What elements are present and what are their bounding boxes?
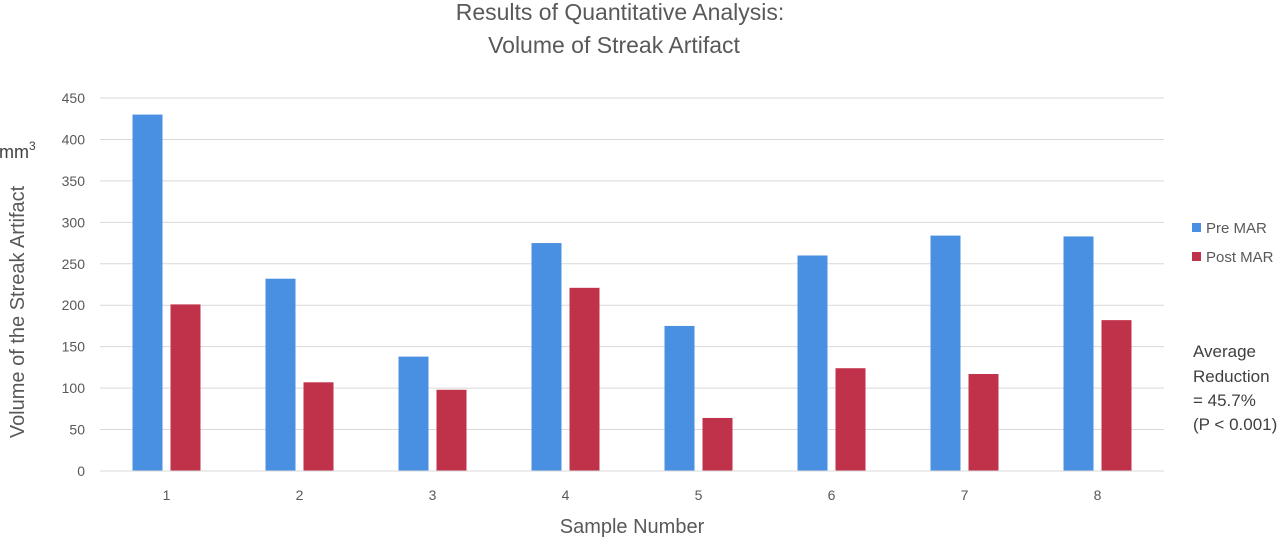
bar-pre-mar-2 <box>265 278 296 471</box>
bar-post-mar-7 <box>968 374 999 471</box>
x-tick-label: 6 <box>828 487 836 503</box>
y-tick-label: 0 <box>77 463 85 479</box>
bar-pre-mar-4 <box>531 243 562 471</box>
bar-post-mar-4 <box>569 287 600 471</box>
x-tick-label: 2 <box>296 487 304 503</box>
y-tick-label: 450 <box>62 90 86 106</box>
bar-pre-mar-1 <box>132 114 163 472</box>
y-tick-label: 50 <box>69 422 85 438</box>
x-tick-label: 1 <box>163 487 171 503</box>
y-tick-label: 150 <box>62 339 86 355</box>
chart-title-line-2: Volume of Streak Artifact <box>488 32 740 58</box>
bar-pre-mar-7 <box>930 235 961 471</box>
x-tick-label: 5 <box>695 487 703 503</box>
x-tick-label: 4 <box>562 487 570 503</box>
bar-pre-mar-5 <box>664 325 695 471</box>
annotation-line-1: Average <box>1193 342 1256 361</box>
chart-title: Results of Quantitative Analysis: Volume… <box>456 0 785 58</box>
y-axis-title: Volume of the Streak Artifact <box>7 185 29 438</box>
y-tick-label: 100 <box>62 380 86 396</box>
bar-pre-mar-8 <box>1063 236 1094 471</box>
legend-swatch <box>1192 252 1201 261</box>
unit-label: mm3 <box>0 139 36 162</box>
unit-label-base: mm <box>0 142 29 162</box>
x-tick-label: 7 <box>961 487 969 503</box>
bar-post-mar-2 <box>303 382 334 471</box>
y-tick-label: 200 <box>62 297 86 313</box>
legend-swatch <box>1192 223 1201 232</box>
x-tick-label: 8 <box>1094 487 1102 503</box>
annotation-line-4: (P < 0.001) <box>1193 415 1277 434</box>
legend-label: Post MAR <box>1206 249 1274 266</box>
y-tick-label: 250 <box>62 256 86 272</box>
y-axis-ticks: 0 50 100 150 200 250 300 350 400 450 <box>62 90 86 479</box>
legend: Pre MAR Post MAR <box>1192 220 1274 266</box>
annotation-line-2: Reduction <box>1193 367 1270 386</box>
bars <box>132 114 1132 472</box>
bar-post-mar-5 <box>702 417 733 471</box>
bar-post-mar-1 <box>170 304 201 471</box>
y-tick-label: 400 <box>62 131 86 147</box>
x-axis-title: Sample Number <box>560 516 705 538</box>
bar-post-mar-8 <box>1101 320 1132 471</box>
unit-label-superscript: 3 <box>29 139 36 153</box>
annotation-line-3: = 45.7% <box>1193 391 1256 410</box>
bar-pre-mar-3 <box>398 356 429 471</box>
gridlines <box>100 97 1164 431</box>
bar-pre-mar-6 <box>797 255 828 471</box>
reduction-annotation: Average Reduction = 45.7% (P < 0.001) <box>1193 342 1277 434</box>
x-axis-ticks: 1 2 3 4 5 6 7 8 <box>163 487 1102 503</box>
bar-post-mar-3 <box>436 389 467 471</box>
bar-post-mar-6 <box>835 368 866 471</box>
x-tick-label: 3 <box>429 487 437 503</box>
y-tick-label: 300 <box>62 214 86 230</box>
legend-label: Pre MAR <box>1206 220 1267 237</box>
y-tick-label: 350 <box>62 173 86 189</box>
chart-title-line-1: Results of Quantitative Analysis: <box>456 0 785 25</box>
